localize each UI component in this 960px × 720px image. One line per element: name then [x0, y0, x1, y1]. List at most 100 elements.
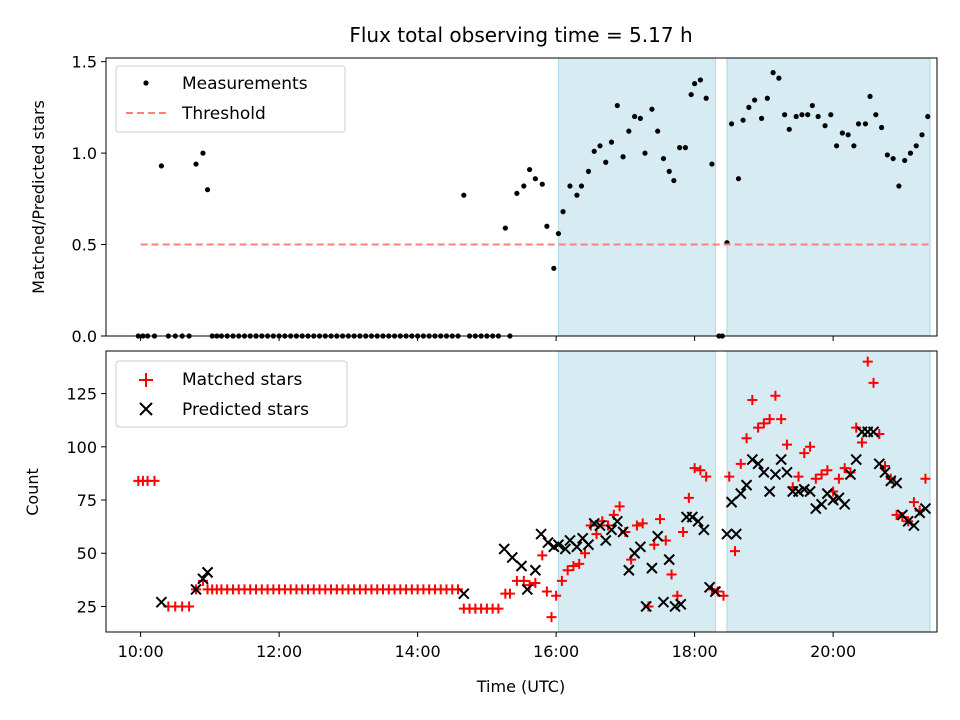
- bottom-y-tick-label-0: 25: [77, 597, 97, 616]
- top-measurements-point-87: [642, 150, 648, 156]
- top-measurements-point-116: [805, 112, 811, 118]
- x-tick-label-3: 16:00: [533, 642, 579, 661]
- top-measurements-point-107: [752, 97, 758, 103]
- top-measurements-point-134: [907, 150, 914, 156]
- top-measurements-point-117: [809, 102, 815, 109]
- bottom-matched-stars-point-63: [504, 588, 515, 599]
- top-measurements-point-80: [603, 159, 609, 165]
- bottom-matched-stars-point-94: [683, 492, 694, 503]
- top-measurements-point-99: [709, 161, 715, 167]
- bottom-predicted-stars-point-2: [197, 573, 209, 585]
- bottom-matched-stars-point-72: [556, 575, 567, 586]
- top-measurements-point-130: [884, 152, 890, 158]
- legend-matched-marker: [139, 373, 153, 387]
- bottom-matched-stars-point-124: [856, 437, 867, 448]
- top-y-tick-label-2: 1.0: [72, 144, 97, 163]
- top-measurements-point-84: [626, 128, 632, 134]
- top-measurements-point-66: [521, 183, 527, 189]
- top-measurements-point-125: [855, 121, 862, 127]
- top-y-tick-label-3: 1.5: [72, 53, 97, 72]
- bottom-matched-stars-point-86: [637, 518, 648, 529]
- x-tick-label-0: 10:00: [118, 642, 164, 661]
- bottom-predicted-stars-point-30: [651, 530, 664, 542]
- bottom-matched-stars-point-133: [908, 497, 919, 508]
- bottom-predicted-stars-point-46: [746, 453, 759, 466]
- top-legend-box: [115, 65, 346, 133]
- bottom-predicted-stars-point-58: [815, 498, 828, 510]
- bottom-panel: 25 50 75 100 125 10:00 12:00 14:00 16:00 18:00 20:…: [23, 350, 938, 696]
- legend-predicted-label: Predicted stars: [182, 400, 309, 420]
- top-measurements-point-94: [682, 145, 688, 151]
- bottom-predicted-stars-point-16: [571, 541, 583, 553]
- bottom-predicted-stars-point-1: [190, 583, 202, 596]
- top-axes-frame: [105, 57, 938, 337]
- top-measurements-point-124: [851, 143, 857, 149]
- bottom-matched-stars-point-75: [574, 558, 585, 569]
- top-measurements-point-115: [799, 112, 805, 118]
- bottom-predicted-stars-point-48: [758, 466, 770, 479]
- top-measurements-point-121: [833, 143, 840, 149]
- x-axis-label: Time (UTC): [476, 677, 565, 696]
- bottom-predicted-stars-point-32: [663, 553, 675, 566]
- bottom-matched-stars-point-93: [678, 526, 689, 537]
- top-measurements-point-110: [770, 70, 776, 76]
- bottom-predicted-stars-point-42: [725, 496, 738, 508]
- top-measurements-point-11: [204, 187, 211, 193]
- legend-measurements-label: Measurements: [182, 74, 308, 94]
- top-measurements-point-137: [925, 113, 931, 120]
- top-measurements-point-120: [828, 112, 834, 118]
- legend-measurements-marker: [143, 80, 149, 86]
- bottom-predicted-stars-point-64: [850, 453, 862, 466]
- top-marks: [135, 70, 932, 339]
- top-measurements-point-91: [666, 168, 672, 174]
- bottom-matched-stars-point-70: [546, 612, 557, 623]
- top-measurements-point-95: [688, 91, 694, 98]
- bottom-axes-frame: [105, 350, 938, 633]
- bottom-legend-box: [115, 360, 348, 428]
- top-measurements-point-90: [660, 155, 667, 162]
- top-legend: Measurements Threshold: [115, 65, 346, 133]
- top-measurements-point-136: [919, 132, 925, 138]
- bottom-matched-stars-point-7: [184, 601, 195, 612]
- top-y-tick-label-1: 0.5: [72, 236, 97, 255]
- bottom-predicted-stars-point-62: [838, 498, 851, 510]
- bottom-matched-stars-point-61: [493, 603, 504, 614]
- bottom-predicted-stars-point-8: [521, 583, 533, 596]
- bottom-marks: [133, 356, 932, 623]
- top-measurements-point-132: [896, 183, 902, 189]
- x-tick-label-4: 18:00: [672, 642, 718, 661]
- bottom-predicted-stars-point-7: [515, 560, 528, 572]
- top-measurements-point-119: [822, 123, 828, 129]
- bottom-matched-stars-point-67: [530, 578, 541, 589]
- bottom-predicted-stars-point-27: [634, 541, 647, 553]
- x-tick-label-2: 14:00: [395, 642, 441, 661]
- top-panel: 0.0 0.5 1.0 1.5 Matched/Predicted stars Mea…: [29, 53, 938, 346]
- top-measurements-point-81: [608, 139, 615, 145]
- top-measurements-point-127: [867, 93, 873, 100]
- bottom-y-tick-label-2: 75: [77, 491, 97, 510]
- top-measurements-point-89: [655, 128, 661, 134]
- top-measurements-point-69: [539, 181, 545, 187]
- bottom-predicted-stars-point-75: [913, 507, 926, 519]
- bottom-predicted-stars-point-10: [535, 528, 547, 540]
- bottom-shaded-intervals: [557, 350, 931, 633]
- bottom-predicted-stars-point-36: [686, 511, 699, 523]
- top-measurements-point-98: [703, 95, 709, 101]
- bottom-predicted-stars-point-25: [623, 564, 635, 576]
- top-y-tick-label-0: 0.0: [72, 327, 97, 346]
- bottom-matched-stars-point-113: [793, 471, 804, 482]
- bottom-matched-stars-point-126: [868, 377, 879, 388]
- bottom-matched-stars-point-68: [537, 550, 548, 561]
- top-measurements-point-111: [776, 75, 782, 81]
- bottom-predicted-stars-point-67: [867, 426, 880, 438]
- top-measurements-point-4: [158, 163, 164, 169]
- top-measurements-point-63: [502, 225, 508, 231]
- bottom-matched-stars-point-115: [805, 441, 816, 452]
- legend-threshold-label: Threshold: [181, 104, 266, 124]
- top-measurements-point-133: [902, 157, 908, 164]
- top-measurements-point-86: [637, 115, 643, 121]
- top-measurements-point-77: [585, 168, 592, 174]
- bottom-matched-stars-point-91: [666, 569, 677, 580]
- top-measurements-point-75: [574, 192, 580, 198]
- top-measurements-point-131: [890, 155, 896, 162]
